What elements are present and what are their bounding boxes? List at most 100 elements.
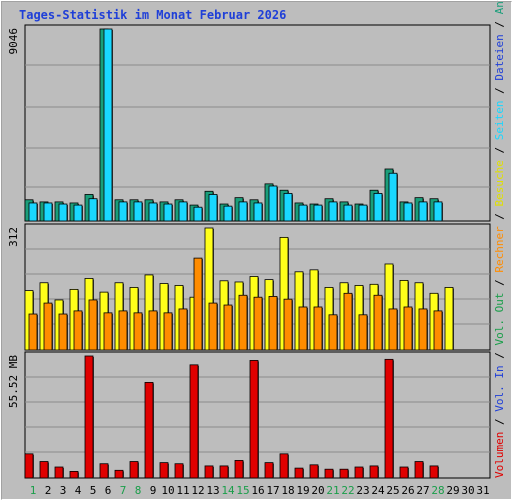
day-label-12: 12 [191, 484, 204, 497]
bar-dateien-day-20 [313, 204, 323, 222]
bar-dateien-day-19 [298, 204, 308, 222]
bar-dateien-day-7-body [118, 201, 128, 222]
legend-segment-5: / [493, 273, 506, 293]
legend-segment-10: Seiten [493, 100, 506, 140]
bar-dateien-day-5 [88, 198, 98, 222]
bar-dateien-day-14 [223, 205, 233, 222]
day-label-3: 3 [60, 484, 67, 497]
day-label-4: 4 [75, 484, 82, 497]
bar-rechner-day-11 [178, 308, 188, 351]
bar-dateien-day-1 [28, 202, 38, 222]
day-label-13: 13 [206, 484, 219, 497]
bar-rechner-day-9-body [148, 310, 158, 351]
bar-volumen-day-4-body [69, 471, 79, 479]
day-label-30: 30 [461, 484, 474, 497]
day-label-5: 5 [90, 484, 97, 497]
bar-rechner-day-4-body [73, 310, 83, 351]
bar-volumen-day-25 [384, 358, 394, 479]
bar-rechner-day-5 [88, 299, 98, 351]
bar-rechner-day-27-body [418, 308, 428, 351]
bar-dateien-day-21 [328, 201, 338, 222]
bar-dateien-day-25 [388, 172, 398, 222]
bar-volumen-day-20 [309, 464, 319, 479]
bar-rechner-day-20 [313, 306, 323, 351]
bar-rechner-day-26 [403, 306, 413, 351]
bar-dateien-day-24-body [373, 193, 383, 222]
bar-volumen-day-10 [159, 462, 169, 479]
bar-volumen-day-7 [114, 469, 124, 479]
y-max-label-top: 9046 [7, 28, 20, 55]
bar-volumen-day-21-body [324, 468, 334, 479]
bar-rechner-day-28 [433, 310, 443, 351]
bar-dateien-day-14-body [223, 205, 233, 222]
bar-volumen-day-26-body [399, 466, 409, 479]
legend-segment-3: / [493, 346, 506, 366]
bar-volumen-day-2 [39, 461, 49, 479]
bar-rechner-day-25-body [388, 308, 398, 351]
legend-segment-9: / [493, 140, 506, 160]
panels: 9046 312 55.52 MB [7, 24, 491, 479]
legend-vertical: Volumen / Vol. In / Vol. Out / Rechner /… [493, 0, 506, 478]
bar-dateien-day-8-body [133, 201, 143, 222]
bar-dateien-day-7 [118, 201, 128, 222]
day-label-24: 24 [371, 484, 385, 497]
bar-volumen-day-5 [84, 355, 94, 479]
day-label-22: 22 [341, 484, 354, 497]
bar-volumen-day-19 [294, 467, 304, 479]
bar-dateien-day-10-body [163, 203, 173, 222]
bar-rechner-day-14-body [223, 304, 233, 351]
day-label-11: 11 [176, 484, 189, 497]
bar-dateien-day-9-body [148, 202, 158, 222]
bar-dateien-day-3-body [58, 203, 68, 222]
bar-rechner-day-19 [298, 306, 308, 351]
bar-rechner-day-21 [328, 314, 338, 351]
bar-volumen-day-11 [174, 463, 184, 479]
day-label-28: 28 [431, 484, 444, 497]
bar-volumen-day-7-body [114, 469, 124, 479]
bar-rechner-day-8-body [133, 312, 143, 351]
bar-rechner-day-5-body [88, 299, 98, 351]
bar-dateien-day-23 [358, 204, 368, 222]
day-label-21: 21 [326, 484, 339, 497]
bar-dateien-day-27 [418, 201, 428, 222]
legend-segment-13: / [493, 14, 506, 34]
bar-dateien-day-22 [343, 204, 353, 222]
legend-segment-12: Dateien [493, 34, 506, 80]
bar-besuche-day-29 [444, 287, 454, 351]
day-label-16: 16 [251, 484, 264, 497]
bar-rechner-day-20-body [313, 306, 323, 351]
bar-dateien-day-5-body [88, 198, 98, 222]
chart-title: Tages-Statistik im Monat Februar 2026 [19, 8, 286, 22]
bar-dateien-day-1-body [28, 202, 38, 222]
bar-volumen-day-16 [249, 360, 259, 479]
bar-volumen-day-24-body [369, 465, 379, 479]
bar-volumen-day-13 [204, 465, 214, 479]
bar-rechner-day-1-body [28, 313, 38, 351]
bar-volumen-day-14 [219, 465, 229, 479]
bar-rechner-day-13 [208, 302, 218, 351]
bar-volumen-day-12-body [189, 364, 199, 479]
bar-rechner-day-6-body [103, 312, 113, 351]
bar-rechner-day-11-body [178, 308, 188, 351]
bar-rechner-day-16 [253, 296, 263, 351]
bar-dateien-day-17 [268, 185, 278, 222]
bar-volumen-day-23 [354, 466, 364, 479]
bar-volumen-day-9 [144, 382, 154, 479]
legend-segment-6: Rechner [493, 226, 506, 273]
bar-volumen-day-22-body [339, 468, 349, 479]
bar-dateien-day-18 [283, 193, 293, 222]
bar-rechner-day-10 [163, 312, 173, 351]
day-axis-labels: 1 2 3 4 5 6 7 8 9 10 11 12 13 14 15 16 17 18 19 20 21 22 23 24 2… [30, 484, 490, 497]
bar-rechner-day-2 [43, 302, 53, 351]
bar-volumen-day-10-body [159, 462, 169, 479]
bar-dateien-day-16-body [253, 202, 263, 222]
bar-dateien-day-23-body [358, 204, 368, 222]
bar-rechner-day-18-body [283, 298, 293, 351]
bar-volumen-day-13-body [204, 465, 214, 479]
bar-rechner-day-18 [283, 298, 293, 351]
bar-volumen-day-26 [399, 466, 409, 479]
bar-rechner-day-23-body [358, 314, 368, 351]
legend-segment-7: / [493, 206, 506, 226]
